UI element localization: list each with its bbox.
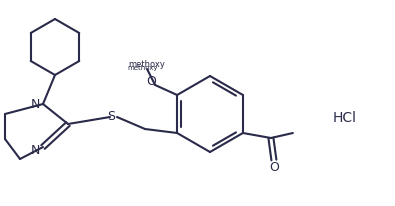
Text: methoxy: methoxy	[128, 65, 158, 71]
Text: O: O	[146, 75, 156, 88]
Text: HCl: HCl	[333, 110, 357, 124]
Text: N: N	[30, 98, 40, 111]
Text: methoxy: methoxy	[129, 60, 166, 69]
Text: O: O	[269, 161, 279, 174]
Text: N: N	[30, 144, 40, 157]
Text: S: S	[107, 110, 115, 123]
